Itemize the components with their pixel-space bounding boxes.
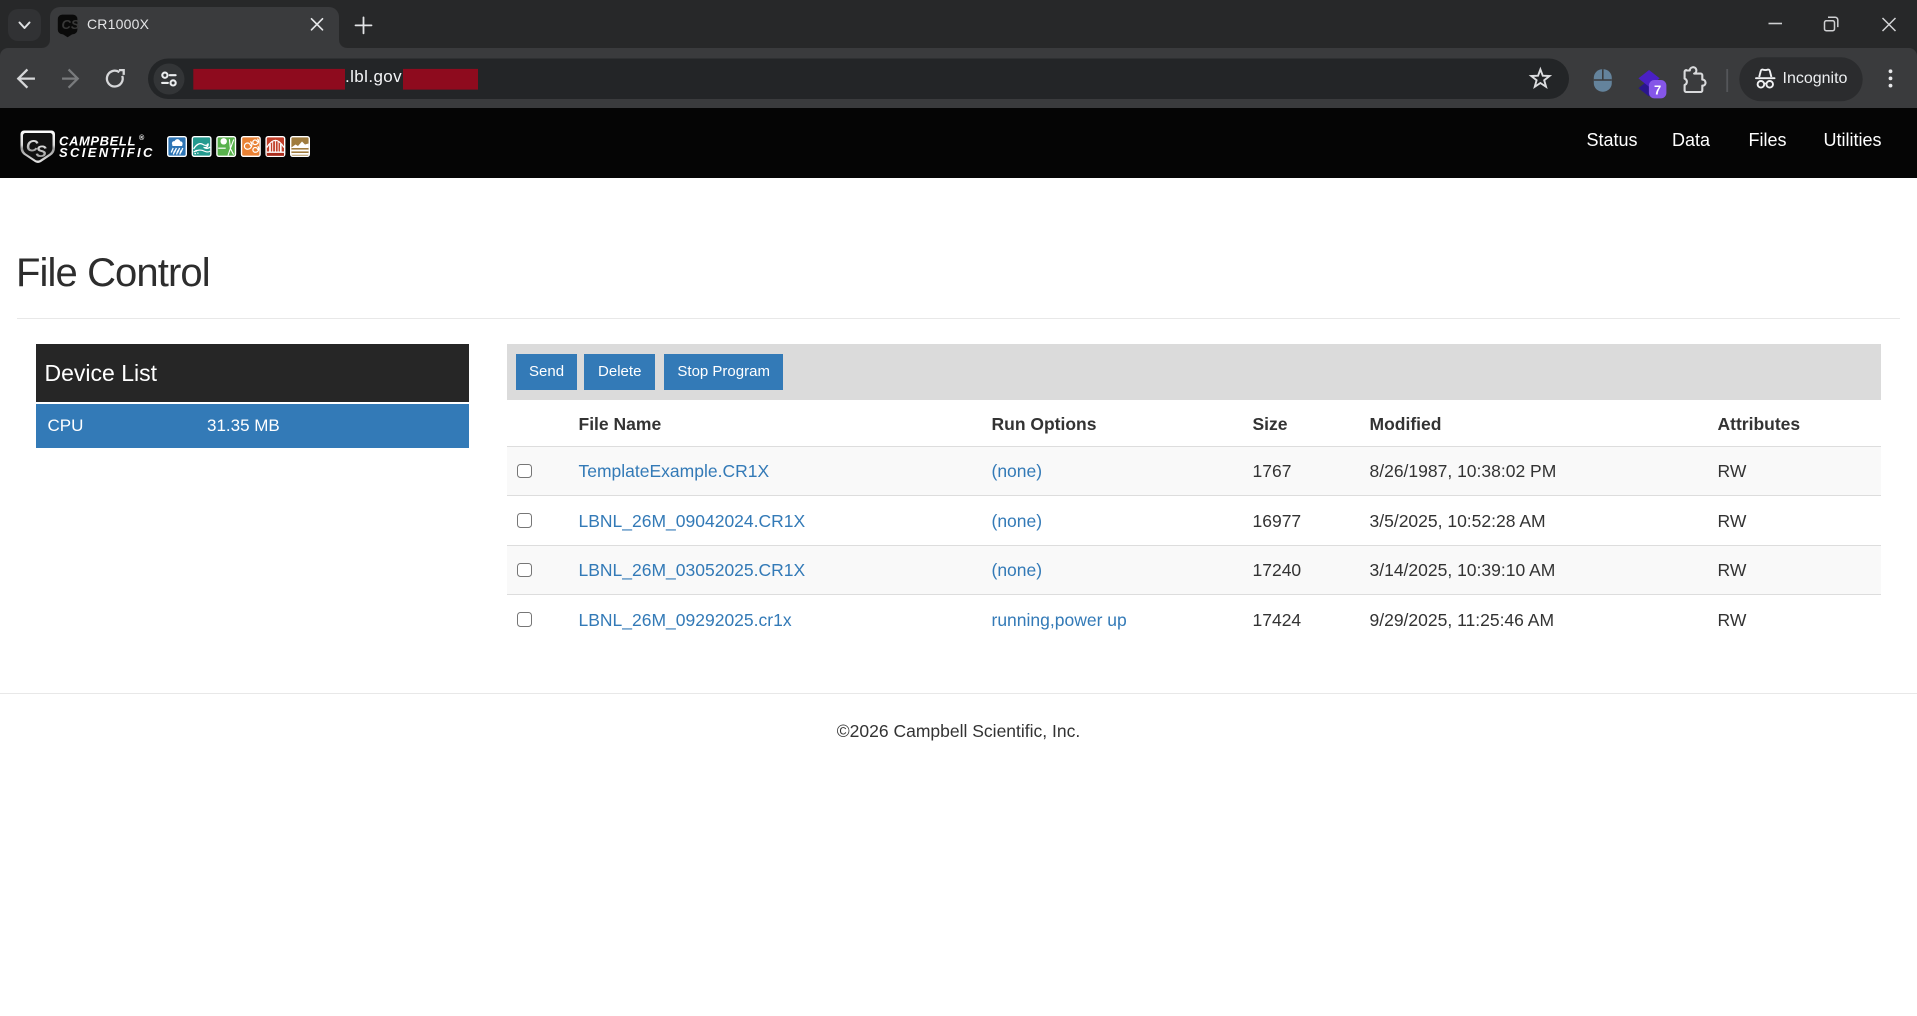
svg-text:S: S xyxy=(36,142,48,161)
svg-text:7: 7 xyxy=(1654,83,1661,98)
svg-text:C: C xyxy=(26,137,39,156)
svg-text:CS: CS xyxy=(62,17,80,32)
